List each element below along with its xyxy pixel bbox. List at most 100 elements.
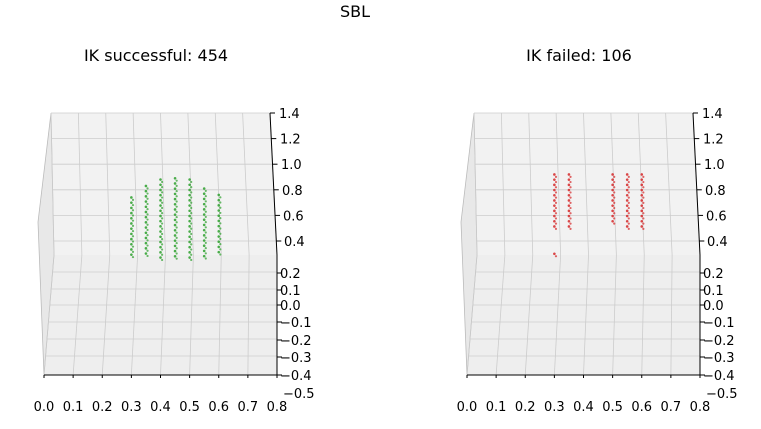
data-point — [554, 180, 558, 184]
data-point — [161, 232, 164, 236]
data-point — [161, 201, 164, 204]
data-point — [188, 240, 191, 244]
data-point — [642, 227, 645, 230]
data-point — [567, 193, 571, 197]
data-point — [190, 238, 193, 241]
data-point — [217, 245, 221, 249]
data-point — [130, 222, 133, 225]
x-tick-label: 0.8 — [267, 400, 288, 415]
data-point — [175, 226, 178, 229]
data-point — [188, 209, 191, 213]
data-point — [569, 191, 572, 194]
data-point — [642, 175, 645, 178]
data-point — [159, 188, 162, 192]
data-point — [161, 253, 164, 256]
data-point — [175, 184, 178, 187]
data-point — [202, 228, 206, 232]
data-point — [188, 235, 191, 239]
data-point — [553, 183, 556, 187]
data-point — [159, 230, 162, 233]
data-point — [175, 210, 178, 213]
data-point — [175, 236, 178, 239]
subplot-failed: IK failed: 106 0.0 0.1 0.2 0.3 0.4 0.5 0.6 0.7 0… — [457, 46, 738, 415]
data-point — [146, 213, 149, 216]
grid-line — [583, 254, 589, 376]
grid-line — [72, 254, 83, 376]
data-point — [204, 221, 207, 224]
data-point — [204, 210, 207, 213]
data-point — [611, 188, 614, 192]
z-tick-label: 1.2 — [703, 133, 724, 148]
data-point — [642, 222, 645, 225]
data-point — [173, 176, 177, 180]
data-point — [613, 201, 616, 204]
grid-line — [610, 112, 617, 256]
data-point — [161, 258, 164, 262]
data-point — [175, 195, 178, 198]
data-point — [173, 213, 177, 216]
y-tick-label: 0.0 — [703, 299, 724, 314]
data-point — [567, 178, 571, 181]
data-point — [204, 247, 207, 250]
z-axis-line — [692, 112, 701, 256]
data-point — [144, 184, 148, 188]
data-point — [627, 186, 630, 189]
data-point — [173, 187, 177, 190]
floor-pane — [467, 255, 700, 375]
grid-line — [495, 254, 506, 376]
data-point — [159, 235, 162, 239]
grid-line — [583, 112, 589, 256]
data-point — [173, 192, 177, 196]
data-point — [642, 186, 645, 189]
data-point — [131, 224, 135, 227]
data-point — [202, 249, 206, 253]
data-point — [554, 196, 558, 199]
data-point — [625, 219, 629, 223]
data-point — [204, 257, 207, 260]
data-point — [159, 204, 162, 207]
data-point — [219, 211, 222, 215]
data-point — [173, 239, 177, 242]
z-tick-label: 0.6 — [706, 209, 727, 224]
z-tick-label: 0.4 — [284, 235, 305, 250]
data-point — [175, 200, 178, 203]
data-point — [613, 186, 616, 189]
data-point — [202, 244, 206, 248]
z-tick-label: 1.2 — [280, 133, 301, 148]
data-point — [173, 228, 177, 232]
data-point — [161, 243, 164, 246]
data-point — [642, 212, 645, 215]
data-point — [190, 258, 193, 262]
data-point — [131, 198, 135, 201]
data-point — [611, 209, 614, 213]
data-point — [569, 201, 572, 204]
data-point — [204, 236, 207, 239]
data-point — [146, 244, 149, 247]
data-point — [188, 251, 191, 254]
data-point — [146, 218, 149, 221]
x-tick-label: 0.7 — [238, 400, 259, 415]
data-point — [569, 227, 572, 230]
grid-line — [189, 254, 194, 376]
y-tick-label: 0.2 — [280, 267, 301, 282]
data-point — [217, 230, 221, 233]
grid-line — [553, 254, 562, 376]
data-point — [640, 183, 644, 187]
data-point — [553, 204, 556, 207]
data-point — [130, 227, 133, 230]
data-point — [144, 236, 148, 240]
data-point — [554, 222, 558, 225]
data-point — [625, 225, 629, 228]
data-point — [202, 197, 206, 201]
data-point — [640, 209, 644, 213]
data-point — [190, 180, 193, 184]
y-tick-label: −0.2 — [280, 334, 312, 349]
y-tick-label: −0.3 — [703, 351, 735, 366]
data-point — [640, 188, 644, 192]
data-point — [131, 240, 135, 243]
data-point — [202, 254, 206, 258]
grid-line — [77, 112, 83, 256]
y-tick-label: −0.1 — [703, 316, 735, 331]
x-tick-label: 0.5 — [602, 400, 623, 415]
data-point — [625, 173, 629, 176]
